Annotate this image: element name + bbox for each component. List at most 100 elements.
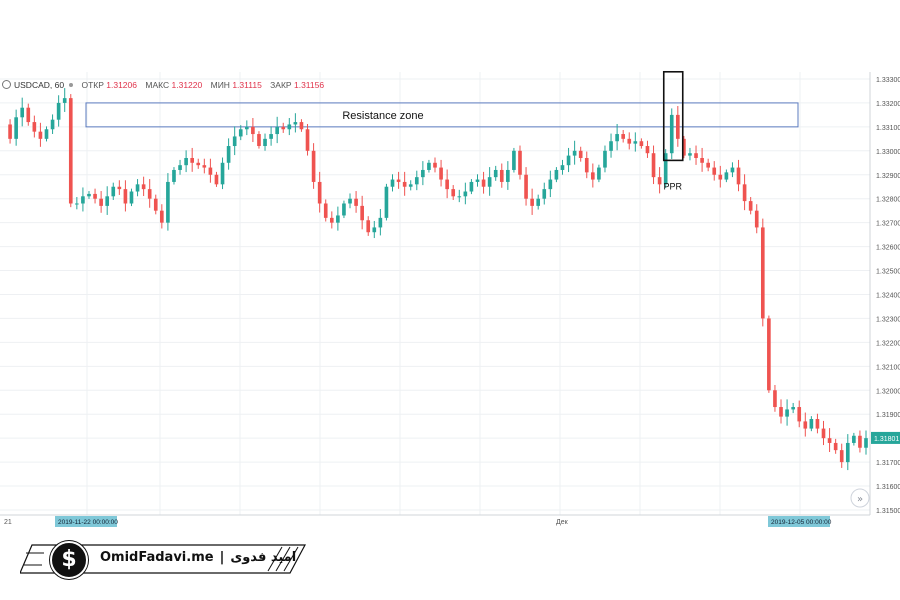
candle-down [748, 201, 753, 211]
candle-up [348, 198, 352, 204]
candle-down [257, 134, 261, 147]
candle-down [712, 167, 717, 175]
candle-down [99, 198, 103, 206]
candle-up [493, 169, 498, 178]
end-date-tag-label: 2019-12-05 00:00:00 [771, 519, 832, 526]
candle-down [360, 205, 364, 221]
candle-up [566, 155, 571, 166]
price-tick-label: 1.32200 [876, 340, 900, 347]
candle-up [542, 189, 547, 199]
candle-down [524, 174, 528, 199]
candle-up [184, 157, 188, 166]
grid [0, 72, 870, 515]
candle-up [378, 217, 383, 228]
price-tick-label: 1.32400 [876, 292, 900, 299]
candle-up [50, 119, 55, 130]
candle-down [160, 210, 164, 223]
candle-up [554, 169, 559, 180]
candle-up [597, 167, 601, 180]
last-price-tag [871, 431, 900, 444]
candle-up [506, 169, 510, 182]
candle-down [445, 179, 449, 190]
symbol-icon [2, 80, 11, 89]
candle-up [791, 407, 795, 410]
candle-down [499, 169, 504, 182]
last-price-label: 1.31801 [874, 436, 899, 443]
candle-down [694, 153, 698, 158]
candle-up [633, 141, 638, 144]
candle-down [858, 435, 862, 448]
candle-down [317, 181, 322, 204]
candle-up [81, 196, 85, 204]
candle-up [342, 203, 346, 216]
candle-up [548, 179, 553, 190]
candle-down [742, 184, 747, 202]
time-tick-label: Дек [556, 519, 569, 526]
resistance-zone [85, 102, 799, 128]
candle-down [299, 122, 304, 130]
price-tick-label: 1.31700 [876, 460, 900, 467]
candle-down [396, 179, 401, 182]
candle-down [190, 157, 195, 163]
time-axis[interactable]: 21 Дек 2019-11-22 00:00:00 2019-12-05 00:00… [0, 514, 870, 527]
candle-up [232, 136, 237, 147]
candle-down [451, 189, 456, 197]
candle-down [433, 162, 437, 168]
candle-down [827, 438, 832, 443]
candle-down [202, 165, 207, 168]
footer-banner-shape [20, 544, 307, 574]
price-tick-label: 1.32500 [876, 269, 900, 276]
candle-down [833, 442, 838, 451]
symbol-legend: USDCAD, 60 ОТКР 1.31206 МАКС 1.31220 МИН… [2, 80, 324, 90]
candle-down [518, 150, 522, 175]
candle-down [754, 210, 759, 228]
candle-up [293, 122, 298, 125]
candle-up [166, 181, 170, 223]
high-value: 1.31220 [171, 80, 203, 90]
candle-up [609, 141, 613, 151]
candle-up [730, 167, 735, 173]
candle-up [390, 179, 395, 187]
start-date-tag [55, 516, 117, 527]
author-name: امید فدوی [230, 550, 297, 565]
status-dot-icon [69, 83, 74, 87]
candle-down [305, 129, 310, 151]
candle-down [214, 174, 219, 185]
candle-up [44, 129, 49, 139]
candle-up [129, 191, 134, 204]
candle-up [487, 177, 492, 187]
price-tick-label: 1.32000 [876, 388, 900, 395]
candle-down [354, 198, 358, 206]
price-axis[interactable]: 1.33300 1.33200 1.33100 1.33000 1.32900 1.328… [869, 72, 900, 515]
candle-down [682, 138, 686, 156]
scroll-to-latest-button[interactable]: » [850, 488, 870, 508]
candle-up [845, 442, 850, 463]
candle-down [93, 193, 97, 199]
candle-up [14, 117, 18, 139]
candle-down [8, 124, 12, 139]
candle-up [238, 129, 243, 137]
close-label: ЗАКР [270, 80, 292, 90]
candle-down [329, 217, 334, 223]
candle-down [651, 153, 656, 178]
candle-up [414, 177, 419, 185]
candle-up [20, 107, 25, 118]
candle-down [584, 157, 589, 173]
double-chevron-right-icon: » [857, 494, 863, 505]
price-tick-label: 1.33100 [876, 125, 900, 132]
start-date-tag-label: 2019-11-22 00:00:00 [58, 519, 118, 526]
candle-down [123, 189, 128, 204]
candle-down [68, 98, 73, 204]
candle-down [281, 126, 286, 130]
candle-up [421, 169, 425, 178]
candle-up [864, 438, 868, 448]
candle-down [26, 107, 31, 123]
candle-up [56, 102, 61, 120]
candle-up [408, 184, 413, 187]
candle-up [178, 165, 182, 170]
candle-down [803, 421, 808, 429]
price-tick-label: 1.31600 [876, 484, 900, 491]
time-tick-label: 21 [4, 519, 12, 526]
ppr-highlight-box [662, 70, 684, 162]
